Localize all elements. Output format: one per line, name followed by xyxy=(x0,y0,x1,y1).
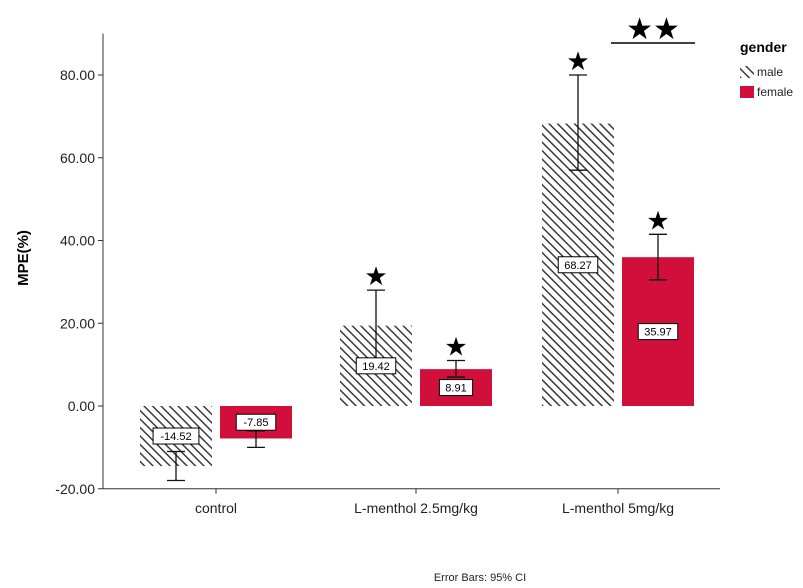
x-tick-label: control xyxy=(195,500,237,516)
data-label: 35.97 xyxy=(644,327,672,339)
y-tick-label: 0.00 xyxy=(68,398,95,414)
data-label-box xyxy=(637,323,679,341)
data-label: 68.27 xyxy=(564,260,592,272)
data-label-box xyxy=(557,256,599,274)
data-label: 19.42 xyxy=(362,361,390,373)
data-label: 8.91 xyxy=(445,383,466,395)
data-label-box xyxy=(235,413,277,431)
significance-star: ★ xyxy=(566,47,589,77)
data-label-box xyxy=(152,427,200,445)
legend: gender male female xyxy=(740,39,793,99)
y-tick-label: -20.00 xyxy=(55,481,95,497)
error-bars xyxy=(167,74,667,482)
legend-label-female: female xyxy=(757,85,793,99)
significance-star: ★ xyxy=(444,332,467,362)
y-axis-label: MPE(%) xyxy=(15,230,32,286)
x-tick-label: L-menthol 2.5mg/kg xyxy=(354,500,478,516)
data-label-box xyxy=(438,379,474,397)
significance-star: ★ xyxy=(364,262,387,292)
x-tick-label: L-menthol 5mg/kg xyxy=(562,500,674,516)
bars xyxy=(140,123,694,467)
data-labels: -14.52 19.42 68.27 -7.85 8.91 35.97 xyxy=(152,256,679,445)
legend-label-male: male xyxy=(757,65,783,79)
y-tick-label: 60.00 xyxy=(60,150,95,166)
significance-stars: ★★★★★★ xyxy=(364,12,695,362)
y-tick-label: 80.00 xyxy=(60,67,95,83)
data-label: -14.52 xyxy=(160,431,191,443)
data-label: -7.85 xyxy=(243,417,268,429)
data-label-box xyxy=(355,357,397,375)
comparison-stars: ★★ xyxy=(626,12,680,47)
significance-star: ★ xyxy=(646,206,669,236)
legend-title: gender xyxy=(740,39,787,55)
y-tick-label: 40.00 xyxy=(60,233,95,249)
legend-swatch-female xyxy=(740,86,754,98)
axes: -20.00 0.00 20.00 40.00 60.00 80.00 control L-m… xyxy=(55,33,720,516)
legend-swatch-male xyxy=(740,66,754,78)
footnote: Error Bars: 95% CI xyxy=(434,572,526,584)
y-tick-label: 20.00 xyxy=(60,315,95,331)
